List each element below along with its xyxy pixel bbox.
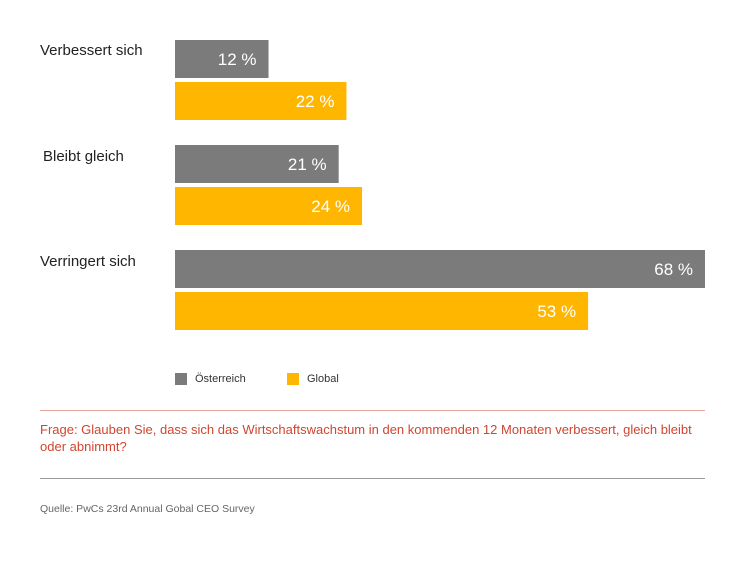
category-label: Verringert sich — [40, 253, 136, 270]
bar-global — [175, 187, 363, 225]
data-label: 22 % — [296, 92, 335, 111]
divider-top — [40, 410, 705, 411]
divider-bottom — [40, 478, 705, 479]
bar-global — [175, 292, 589, 330]
source-note: Quelle: PwCs 23rd Annual Gobal CEO Surve… — [40, 503, 255, 515]
data-label: 21 % — [288, 155, 327, 174]
category-label: Verbessert sich — [40, 42, 143, 59]
legend-label: Global — [307, 373, 339, 385]
bar-oesterreich — [175, 145, 339, 183]
data-label: 53 % — [537, 302, 576, 321]
legend-label: Österreich — [195, 373, 246, 385]
legend-item-oesterreich: Österreich — [175, 373, 246, 385]
data-label: 68 % — [654, 260, 693, 279]
bar-global — [175, 82, 347, 120]
bar-chart: 12 % 22 % 21 % 24 % 68 % 53 % — [175, 40, 705, 330]
category-label: Bleibt gleich — [43, 148, 124, 165]
bar-oesterreich — [175, 250, 705, 288]
legend-swatch-icon — [175, 373, 187, 385]
data-label: 24 % — [311, 197, 350, 216]
legend-item-global: Global — [287, 373, 339, 385]
bar-oesterreich — [175, 40, 269, 78]
survey-question: Frage: Glauben Sie, dass sich das Wirtsc… — [40, 422, 692, 454]
legend-swatch-icon — [287, 373, 299, 385]
data-label: 12 % — [218, 50, 257, 69]
